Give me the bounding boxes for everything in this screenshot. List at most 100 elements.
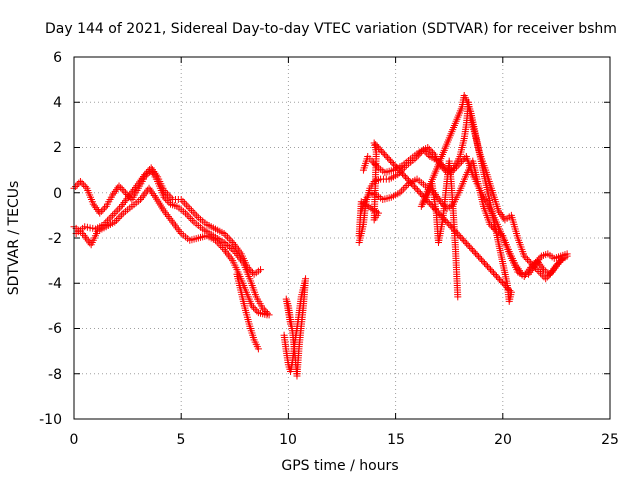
data-point [165,192,173,200]
data-point [105,215,113,223]
data-point [222,240,230,248]
data-point [115,182,123,190]
data-point [393,163,401,171]
data-point [99,206,107,214]
data-point [545,271,553,279]
data-point [398,187,406,195]
data-point [80,181,88,189]
data-point [425,199,433,207]
data-points [70,91,571,380]
data-point [451,227,459,235]
data-point [537,269,545,277]
data-point [390,160,398,168]
data-point [145,184,153,192]
x-tick-label: 0 [70,432,79,448]
data-point [397,168,405,176]
data-point [512,261,520,269]
y-tick-label: 0 [53,186,62,202]
data-point [418,191,426,199]
data-point [403,175,411,183]
data-point [72,183,80,191]
data-point [501,282,509,290]
data-point [186,205,194,213]
grid-lines [74,57,610,419]
y-tick-label: -4 [48,276,62,292]
data-point [412,184,420,192]
data-point [260,306,268,314]
data-point [396,167,404,175]
data-point [415,188,423,196]
x-tick-label: 20 [494,432,512,448]
data-point [244,263,252,271]
data-point [422,196,430,204]
data-point [421,194,429,202]
data-point [136,178,144,186]
data-point [428,202,436,210]
data-point [76,177,84,185]
data-point [427,201,435,209]
data-point [542,275,550,283]
data-point [152,171,160,179]
data-point [81,183,89,191]
data-point [114,206,122,214]
data-point [452,228,460,236]
data-point [147,164,155,172]
data-point [371,160,379,168]
data-point [466,243,474,251]
data-point [248,302,256,310]
data-point [225,243,233,251]
data-point [163,190,171,198]
data-point [517,268,525,276]
data-point [458,235,466,243]
data-point [109,191,117,199]
data-point [431,206,439,214]
data-point [184,203,192,211]
data-point [137,176,145,184]
data-point [400,171,408,179]
data-point [222,231,230,239]
data-point [382,152,390,160]
data-point [531,264,539,272]
y-axis-label: SDTVAR / TECUs [6,181,22,296]
data-point [442,217,450,225]
data-point [254,345,262,353]
data-point [189,208,197,216]
data-point [410,183,418,191]
data-point [413,186,421,194]
data-point [218,244,226,252]
x-tick-label: 10 [279,432,297,448]
data-point [394,165,402,173]
data-point [434,194,442,202]
data-point [419,193,427,201]
data-point [446,222,454,230]
data-point [469,246,477,254]
x-tick-label: 5 [177,432,186,448]
data-point [535,256,543,264]
data-point [563,252,571,260]
data-point [116,213,124,221]
data-point [149,190,157,198]
data-point [111,218,119,226]
data-point [110,189,118,197]
data-point [425,145,433,153]
data-point [496,209,504,217]
data-point [527,267,535,275]
data-point [459,156,467,164]
data-point [112,216,120,224]
data-point [247,267,255,275]
data-point [181,199,189,207]
data-point [355,232,363,240]
data-point [457,233,465,241]
data-point [398,170,406,178]
data-point [445,220,453,228]
data-point [526,268,534,276]
data-point [162,188,170,196]
data-point [495,207,503,215]
data-point [429,149,437,157]
data-point [391,162,399,170]
axis-ticks [73,56,611,420]
data-point [494,274,502,282]
data-point [253,307,261,315]
y-tick-label: -10 [39,412,62,428]
data-point [440,215,448,223]
